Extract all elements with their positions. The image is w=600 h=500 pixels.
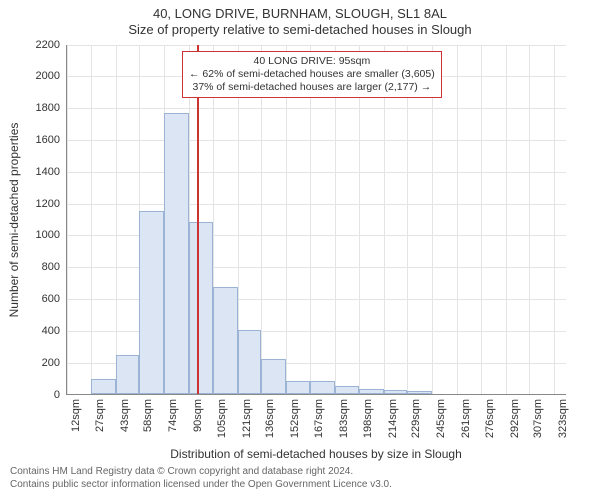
x-tick-label: 276sqm [484,399,496,438]
gridline-v [506,45,507,394]
gridline-v [457,45,458,394]
y-tick-label: 200 [10,357,60,369]
histogram-bar [359,389,384,394]
x-tick-label: 292sqm [509,399,521,438]
x-tick-label: 229sqm [410,399,422,438]
gridline-h [67,172,566,173]
y-tick-label: 1400 [10,166,60,178]
histogram-bar [139,211,164,394]
x-tick-label: 323sqm [557,399,569,438]
histogram-bar [189,222,213,394]
x-tick-label: 198sqm [362,399,374,438]
chart-area: Number of semi-detached properties 40 LO… [66,45,566,395]
x-tick-label: 167sqm [313,399,325,438]
title-address: 40, LONG DRIVE, BURNHAM, SLOUGH, SL1 8AL [0,6,600,22]
y-tick-label: 1600 [10,134,60,146]
y-tick-label: 600 [10,293,60,305]
histogram-bar [286,381,310,394]
gridline-v [481,45,482,394]
histogram-bar [407,391,432,393]
annotation-subject: 40 LONG DRIVE: 95sqm [189,55,435,68]
x-tick-label: 105sqm [216,399,228,438]
histogram-bar [335,386,359,394]
histogram-bar [310,381,335,394]
title-subtitle: Size of property relative to semi-detach… [0,22,600,38]
histogram-bar [238,330,262,394]
x-tick-label: 74sqm [167,399,179,432]
footer-line2: Contains public sector information licen… [10,478,590,491]
y-tick-label: 1000 [10,229,60,241]
annotation-smaller: ← 62% of semi-detached houses are smalle… [189,68,435,81]
x-tick-label: 307sqm [532,399,544,438]
x-axis-label: Distribution of semi-detached houses by … [66,447,566,461]
x-tick-label: 121sqm [241,399,253,438]
x-tick-label: 27sqm [94,399,106,432]
gridline-v [91,45,92,394]
x-tick-label: 152sqm [289,399,301,438]
footer-line1: Contains HM Land Registry data © Crown c… [10,465,590,478]
x-tick-label: 245sqm [435,399,447,438]
histogram-bar [261,359,286,394]
gridline-h [67,140,566,141]
x-tick-label: 90sqm [192,399,204,432]
histogram-bar [116,355,140,393]
x-tick-label: 12sqm [70,399,82,432]
footer: Contains HM Land Registry data © Crown c… [0,461,600,491]
y-tick-label: 2200 [10,39,60,51]
histogram-bar [164,113,189,394]
y-tick-label: 1800 [10,102,60,114]
annotation-larger: 37% of semi-detached houses are larger (… [189,81,435,94]
y-tick-label: 800 [10,261,60,273]
chart-titles: 40, LONG DRIVE, BURNHAM, SLOUGH, SL1 8AL… [0,0,600,39]
x-tick-label: 261sqm [460,399,472,438]
x-tick-label: 183sqm [338,399,350,438]
gridline-h [67,204,566,205]
gridline-h [67,108,566,109]
y-axis-label: Number of semi-detached properties [7,122,21,317]
histogram-bar [384,390,408,393]
gridline-v [116,45,117,394]
y-tick-label: 2000 [10,70,60,82]
gridline-v [67,45,68,394]
x-tick-label: 43sqm [119,399,131,432]
y-tick-label: 0 [10,389,60,401]
histogram-bar [213,287,238,394]
histogram-bar [91,379,116,393]
y-tick-label: 400 [10,325,60,337]
x-tick-label: 214sqm [387,399,399,438]
x-tick-label: 58sqm [142,399,154,432]
x-tick-label: 136sqm [264,399,276,438]
annotation-box: 40 LONG DRIVE: 95sqm ← 62% of semi-detac… [182,51,442,98]
gridline-v [529,45,530,394]
gridline-v [554,45,555,394]
y-tick-label: 1200 [10,198,60,210]
gridline-h [67,45,566,46]
